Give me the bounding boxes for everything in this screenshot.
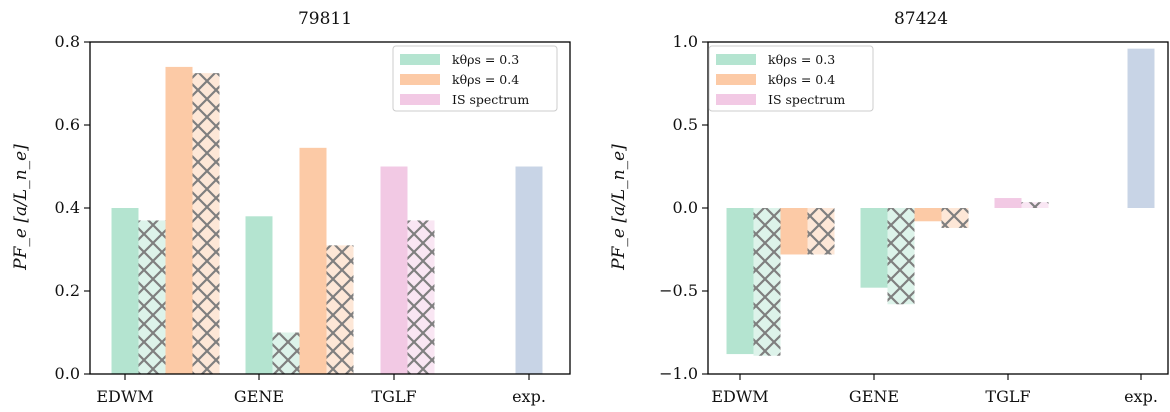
x-tick-label: EDWM xyxy=(96,387,153,406)
bar xyxy=(138,220,166,374)
legend-label: kθρs = 0.4 xyxy=(452,72,519,87)
bar xyxy=(515,166,543,374)
x-tick-label: TGLF xyxy=(371,387,416,406)
legend-swatch-pink xyxy=(716,94,756,105)
legend-swatch-green xyxy=(716,54,756,65)
bar xyxy=(326,245,354,374)
legend-swatch-orange xyxy=(716,74,756,85)
x-tick-label: TGLF xyxy=(985,387,1030,406)
legend-label: IS spectrum xyxy=(452,92,529,107)
bar xyxy=(111,208,139,374)
legend-swatch-pink xyxy=(400,94,440,105)
y-tick-label: 0.6 xyxy=(55,115,80,134)
panel-79811: 79811 PF_e [a/L_n_e] 0.0 0.2 0.4 0.6 0.8 EDWM… xyxy=(11,9,571,406)
y-tick-label: 0.4 xyxy=(55,198,80,217)
legend: kθρs = 0.3 kθρs = 0.4 IS spectrum xyxy=(392,45,558,112)
bar xyxy=(1021,202,1049,208)
chart-title: 79811 xyxy=(298,9,352,29)
legend-label: kθρs = 0.3 xyxy=(768,52,835,67)
y-axis-label: PF_e [a/L_n_e] xyxy=(11,144,31,271)
bar xyxy=(380,166,408,374)
legend-label: kθρs = 0.4 xyxy=(768,72,835,87)
y-tick-label: −1.0 xyxy=(659,364,698,383)
plot-area: −1.0 −0.5 0.0 0.5 1.0 EDWM GENE TGLF exp. xyxy=(659,32,1169,406)
bar xyxy=(860,208,888,288)
y-tick-label: 0.2 xyxy=(55,281,80,300)
bar xyxy=(753,208,781,356)
legend: kθρs = 0.3 kθρs = 0.4 IS spectrum xyxy=(708,45,874,112)
bar xyxy=(407,220,435,374)
y-tick-label: −0.5 xyxy=(659,281,698,300)
bar xyxy=(887,208,915,305)
y-axis-label: PF_e [a/L_n_e] xyxy=(609,144,629,271)
x-tick-label: exp. xyxy=(512,387,546,406)
bar xyxy=(272,332,300,374)
y-tick-label: 0.0 xyxy=(55,364,80,383)
panel-87424: 87424 PF_e [a/L_n_e] −1.0 −0.5 0.0 0.5 1.0 ED… xyxy=(609,9,1169,406)
bar xyxy=(726,208,754,355)
x-tick-label: GENE xyxy=(234,387,284,406)
bar xyxy=(299,147,327,374)
y-tick-label: 0.5 xyxy=(673,115,698,134)
legend-swatch-green xyxy=(400,54,440,65)
x-tick-label: EDWM xyxy=(711,387,768,406)
bar xyxy=(780,208,808,255)
legend-label: kθρs = 0.3 xyxy=(452,52,519,67)
chart-title: 87424 xyxy=(894,9,948,29)
y-tick-label: 1.0 xyxy=(673,32,698,51)
bar xyxy=(994,198,1022,208)
bar xyxy=(1127,48,1155,208)
legend-label: IS spectrum xyxy=(768,92,845,107)
bar xyxy=(807,208,835,255)
bar xyxy=(192,73,220,374)
bar xyxy=(914,208,942,222)
x-tick-label: exp. xyxy=(1124,387,1158,406)
legend-swatch-orange xyxy=(400,74,440,85)
bar xyxy=(245,216,273,374)
x-tick-label: GENE xyxy=(849,387,899,406)
bar xyxy=(165,66,193,375)
plot-area: 0.0 0.2 0.4 0.6 0.8 EDWM GENE TGLF exp. xyxy=(55,32,571,406)
y-tick-label: 0.0 xyxy=(673,198,698,217)
bar xyxy=(941,208,969,228)
y-tick-label: 0.8 xyxy=(55,32,80,51)
